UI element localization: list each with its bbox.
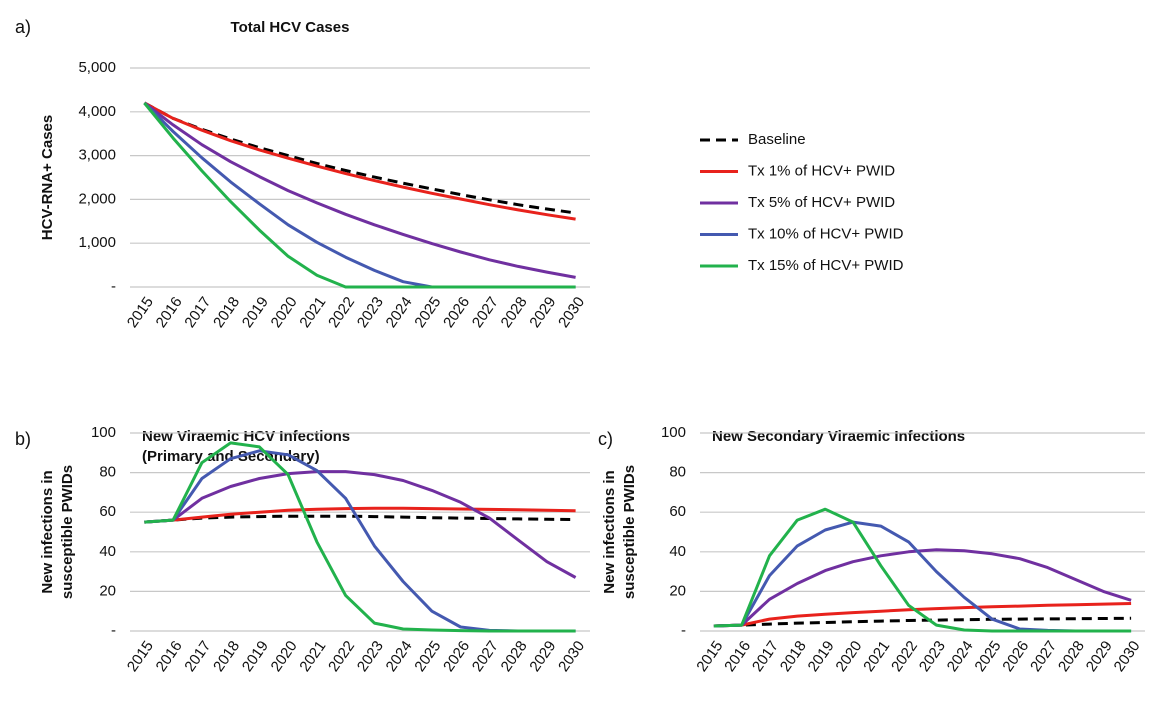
y-tick-label: 40 [99, 543, 116, 560]
x-tick-label: 2024 [944, 638, 977, 675]
panel-label: b) [15, 429, 31, 449]
series-line [144, 514, 576, 524]
y-axis-title: HCV-RNA+ Cases [39, 115, 56, 240]
series-line [144, 470, 577, 579]
series-line [713, 548, 1132, 628]
chart-title: Total HCV Cases [231, 19, 350, 36]
x-tick-label: 2015 [124, 294, 157, 331]
y-axis-title: New infections in [601, 470, 618, 593]
x-tick-label: 2026 [440, 638, 473, 675]
y-tick-label: 5,000 [78, 59, 116, 76]
y-tick-label: 20 [669, 582, 686, 599]
x-tick-label: 2022 [888, 638, 921, 675]
x-tick-label: 2023 [354, 294, 387, 331]
x-tick-label: 2028 [498, 638, 531, 675]
y-tick-label: - [681, 622, 686, 639]
series-line [713, 507, 1132, 633]
x-tick-label: 2021 [860, 638, 893, 675]
x-tick-label: 2024 [383, 294, 416, 331]
y-tick-label: 2,000 [78, 190, 116, 207]
series-line [144, 449, 576, 633]
y-axis-title: susceptible PWIDs [621, 465, 638, 599]
series-line [143, 102, 576, 289]
y-tick-label: 20 [99, 582, 116, 599]
x-tick-label: 2015 [693, 638, 726, 675]
x-tick-label: 2027 [469, 638, 502, 675]
series-line [713, 602, 1132, 628]
x-tick-label: 2018 [210, 294, 243, 331]
y-tick-label: 1,000 [78, 234, 116, 251]
y-tick-label: - [111, 278, 116, 295]
x-tick-label: 2025 [411, 638, 444, 675]
series-line [143, 101, 576, 279]
x-tick-label: 2018 [777, 638, 810, 675]
x-tick-label: 2025 [411, 294, 444, 331]
y-tick-label: 3,000 [78, 147, 116, 164]
y-tick-label: 60 [99, 503, 116, 520]
chart-title: New Secondary Viraemic Infections [712, 428, 965, 445]
x-tick-label: 2018 [210, 638, 243, 675]
chart-title: New Viraemic HCV Infections [142, 428, 350, 445]
x-tick-label: 2020 [832, 638, 865, 675]
x-tick-label: 2027 [1027, 638, 1060, 675]
x-tick-label: 2030 [555, 294, 588, 331]
x-tick-label: 2021 [296, 638, 329, 675]
x-tick-label: 2030 [555, 638, 588, 675]
x-tick-label: 2025 [971, 638, 1004, 675]
panel-label: c) [598, 429, 613, 449]
x-tick-label: 2026 [999, 638, 1032, 675]
x-tick-label: 2027 [469, 294, 502, 331]
x-tick-label: 2029 [1083, 638, 1116, 675]
x-tick-label: 2030 [1111, 638, 1144, 675]
y-axis-title: New infections in [39, 470, 56, 593]
legend-label: Tx 1% of HCV+ PWID [748, 162, 895, 179]
series-line [143, 101, 576, 215]
x-tick-label: 2029 [526, 294, 559, 331]
legend-label: Baseline [748, 131, 806, 148]
x-tick-label: 2022 [325, 638, 358, 675]
x-tick-label: 2019 [805, 638, 838, 675]
panel-label: a) [15, 17, 31, 37]
x-tick-label: 2022 [325, 294, 358, 331]
x-tick-label: 2017 [181, 638, 214, 675]
y-tick-label: - [111, 622, 116, 639]
legend-label: Tx 15% of HCV+ PWID [748, 257, 904, 274]
x-tick-label: 2028 [498, 294, 531, 331]
x-tick-label: 2016 [153, 638, 186, 675]
series-line [144, 506, 576, 524]
x-tick-label: 2015 [124, 638, 157, 675]
x-tick-label: 2023 [916, 638, 949, 675]
series-line [713, 616, 1132, 628]
x-tick-label: 2026 [440, 294, 473, 331]
x-tick-label: 2028 [1055, 638, 1088, 675]
x-tick-label: 2017 [181, 294, 214, 331]
y-tick-label: 80 [669, 464, 686, 481]
x-tick-label: 2019 [239, 294, 272, 331]
y-tick-label: 40 [669, 543, 686, 560]
series-line [143, 101, 576, 221]
legend-label: Tx 5% of HCV+ PWID [748, 194, 895, 211]
y-tick-label: 100 [661, 424, 686, 441]
y-tick-label: 60 [669, 503, 686, 520]
series-line [144, 441, 576, 633]
x-tick-label: 2017 [749, 638, 782, 675]
x-tick-label: 2016 [721, 638, 754, 675]
x-tick-label: 2029 [526, 638, 559, 675]
x-tick-label: 2020 [268, 638, 301, 675]
x-tick-label: 2021 [296, 294, 329, 331]
x-tick-label: 2023 [354, 638, 387, 675]
x-tick-label: 2020 [268, 294, 301, 331]
x-tick-label: 2019 [239, 638, 272, 675]
x-tick-label: 2016 [153, 294, 186, 331]
y-tick-label: 100 [91, 424, 116, 441]
y-tick-label: 4,000 [78, 103, 116, 120]
y-axis-title: susceptible PWIDs [59, 465, 76, 599]
x-tick-label: 2024 [383, 638, 416, 675]
y-tick-label: 80 [99, 464, 116, 481]
legend-label: Tx 10% of HCV+ PWID [748, 225, 904, 242]
